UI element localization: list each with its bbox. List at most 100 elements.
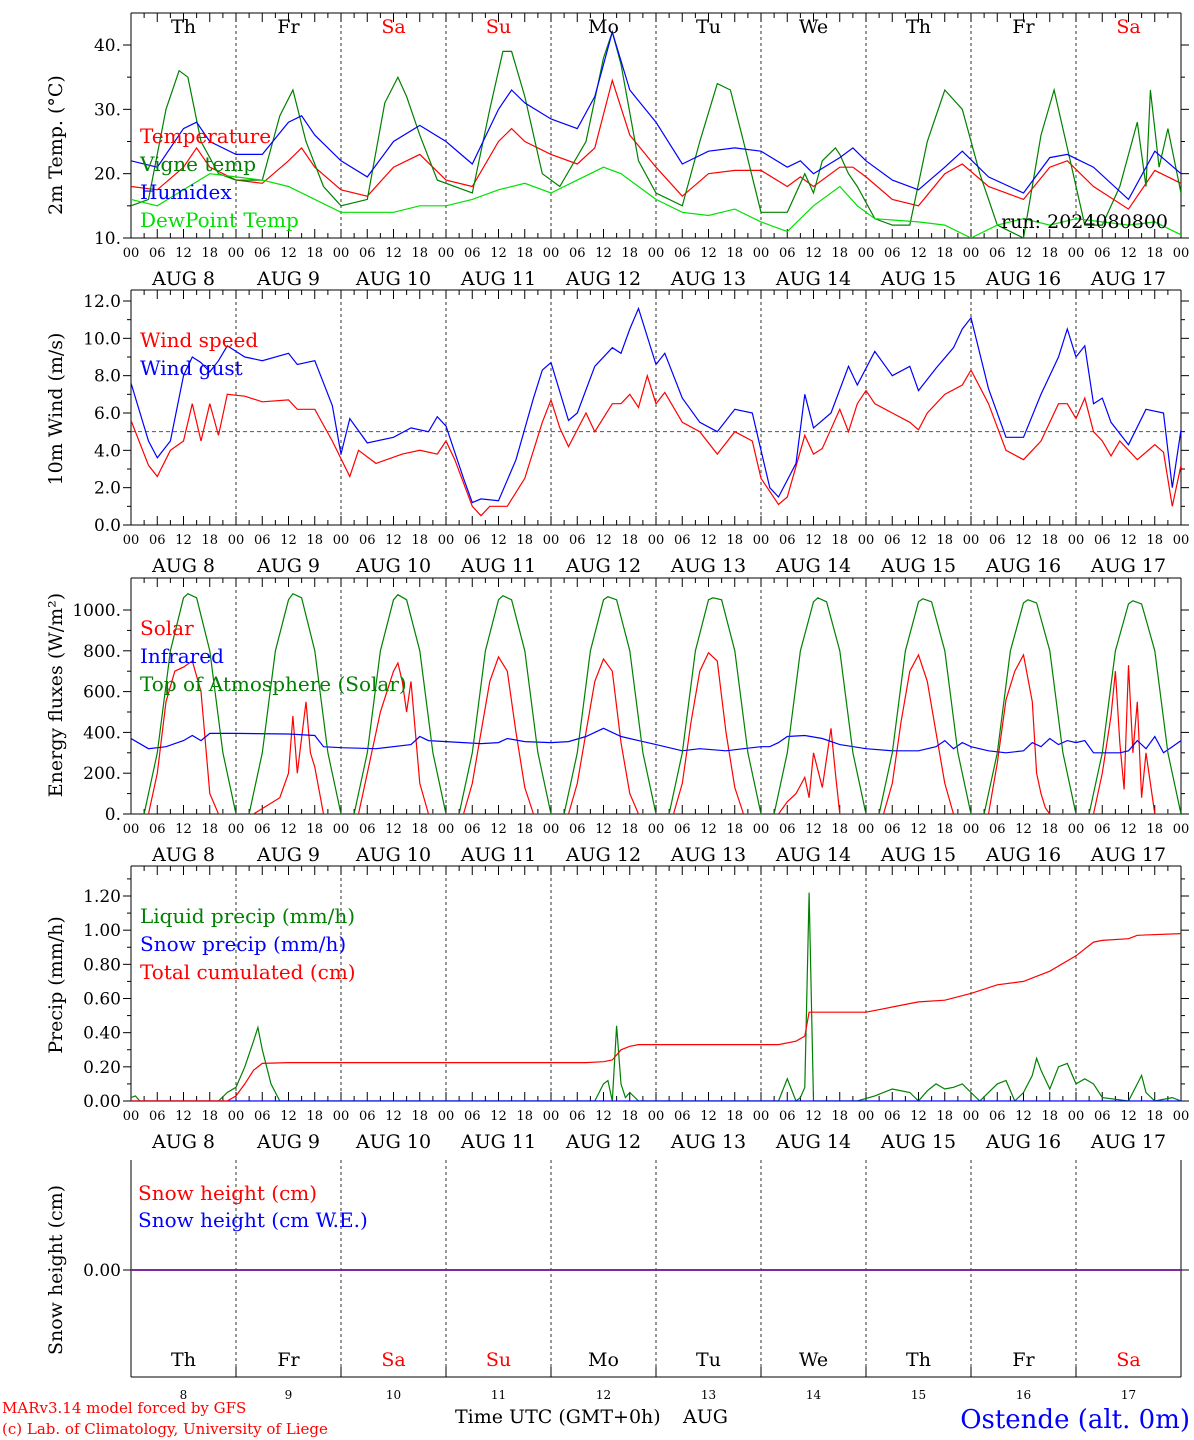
weekday-label: We xyxy=(799,1349,828,1371)
hour-tick-label: 00 xyxy=(648,1109,665,1124)
hour-tick-label: 06 xyxy=(569,1109,586,1124)
hour-tick-label: 06 xyxy=(674,822,691,837)
hour-tick-label: 00 xyxy=(858,246,875,261)
hour-tick-label: 18 xyxy=(621,533,638,548)
x-axis-month: AUG xyxy=(682,1406,728,1428)
hour-tick-label: 00 xyxy=(228,246,245,261)
hour-tick-label: 00 xyxy=(333,533,350,548)
hour-tick-label: 12 xyxy=(910,246,927,261)
hour-tick-label: 06 xyxy=(674,533,691,548)
legend-entry: Top of Atmosphere (Solar) xyxy=(140,672,407,696)
y-tick-label: 1000. xyxy=(72,601,121,621)
date-label: AUG 14 xyxy=(775,555,851,577)
y-tick-label: 8.0 xyxy=(94,367,121,387)
hour-tick-label: 12 xyxy=(700,246,717,261)
hour-tick-label: 18 xyxy=(1146,246,1163,261)
panel-1: 10. 20. 30. 40. 2m Temp. (°C) Temperature Vign… xyxy=(45,12,1189,290)
hour-tick-label: 06 xyxy=(149,1109,166,1124)
hour-tick-label: 12 xyxy=(385,1109,402,1124)
hour-tick-label: 06 xyxy=(884,246,901,261)
date-label: AUG 12 xyxy=(565,268,641,290)
panel-4: 0.00 0.20 0.40 0.60 0.80 1.00 1.20 Precip (mm/h… xyxy=(45,865,1189,1153)
hour-tick-label: 06 xyxy=(884,1109,901,1124)
date-label: AUG 8 xyxy=(151,1131,215,1153)
hour-tick-label: 18 xyxy=(201,246,218,261)
hour-tick-label: 18 xyxy=(621,822,638,837)
date-label: AUG 10 xyxy=(355,268,431,290)
date-label: AUG 16 xyxy=(985,844,1061,866)
weekday-label: Fr xyxy=(1012,1349,1035,1371)
hour-tick-label: 18 xyxy=(726,822,743,837)
hour-tick-label: 00 xyxy=(543,822,560,837)
date-label: AUG 9 xyxy=(256,1131,320,1153)
y-tick-label: 6.0 xyxy=(94,404,121,424)
hour-tick-label: 06 xyxy=(779,1109,796,1124)
date-label: AUG 17 xyxy=(1090,1131,1166,1153)
hour-tick-label: 18 xyxy=(516,822,533,837)
date-label: AUG 10 xyxy=(355,1131,431,1153)
date-label: AUG 12 xyxy=(565,555,641,577)
hour-tick-label: 00 xyxy=(753,246,770,261)
hour-tick-label: 00 xyxy=(438,246,455,261)
hour-tick-label: 12 xyxy=(1015,822,1032,837)
date-label: AUG 13 xyxy=(670,844,746,866)
hour-tick-label: 12 xyxy=(280,246,297,261)
hour-tick-label: 06 xyxy=(464,822,481,837)
y-tick-label: 0.00 xyxy=(83,1092,121,1112)
day-number-label: 16 xyxy=(1016,1388,1031,1402)
hour-tick-label: 18 xyxy=(516,1109,533,1124)
date-label: AUG 9 xyxy=(256,268,320,290)
footer-model: MARv3.14 model forced by GFS xyxy=(2,1399,246,1417)
hour-tick-label: 00 xyxy=(123,533,140,548)
hour-tick-label: 12 xyxy=(1015,246,1032,261)
hour-tick-label: 12 xyxy=(490,533,507,548)
hour-tick-label: 00 xyxy=(438,533,455,548)
hour-tick-label: 00 xyxy=(438,1109,455,1124)
y-axis-label: 10m Wind (m/s) xyxy=(45,333,67,486)
date-label: AUG 11 xyxy=(460,844,536,866)
hour-tick-label: 18 xyxy=(726,533,743,548)
hour-tick-label: 18 xyxy=(831,246,848,261)
date-label: AUG 9 xyxy=(256,844,320,866)
hour-tick-label: 06 xyxy=(989,533,1006,548)
hour-tick-label: 00 xyxy=(858,1109,875,1124)
hour-tick-label: 06 xyxy=(359,533,376,548)
hour-tick-label: 06 xyxy=(359,822,376,837)
date-label: AUG 16 xyxy=(985,555,1061,577)
hour-tick-label: 06 xyxy=(1094,246,1111,261)
run-label: run: 2024080800 xyxy=(1001,211,1168,233)
hour-tick-label: 06 xyxy=(1094,533,1111,548)
hour-tick-label: 12 xyxy=(1120,822,1137,837)
date-label: AUG 11 xyxy=(460,268,536,290)
hour-tick-label: 00 xyxy=(963,1109,980,1124)
hour-tick-label: 00 xyxy=(1068,822,1085,837)
day-number-label: 13 xyxy=(701,1388,716,1402)
hour-tick-label: 00 xyxy=(1068,533,1085,548)
hour-tick-label: 12 xyxy=(1120,533,1137,548)
hour-tick-label: 06 xyxy=(674,1109,691,1124)
hour-tick-label: 18 xyxy=(831,1109,848,1124)
day-number-label: 15 xyxy=(911,1388,926,1402)
hour-tick-label: 06 xyxy=(149,533,166,548)
hour-tick-label: 12 xyxy=(1015,533,1032,548)
hour-tick-label: 18 xyxy=(411,822,428,837)
series-line-humidex xyxy=(131,29,1181,201)
date-label: AUG 13 xyxy=(670,268,746,290)
weekday-label: Fr xyxy=(277,16,300,38)
y-tick-label: 600. xyxy=(83,683,121,703)
hour-tick-label: 18 xyxy=(306,1109,323,1124)
day-number-label: 11 xyxy=(491,1388,506,1402)
panel-2: 0.0 2.0 4.0 6.0 8.0 10.0 12.0 10m Wind (m/s) Win… xyxy=(45,289,1189,577)
y-tick-label: 30. xyxy=(94,100,121,120)
day-number-label: 9 xyxy=(285,1388,293,1402)
series-line-temperature xyxy=(131,78,1181,210)
hour-tick-label: 18 xyxy=(306,246,323,261)
hour-tick-label: 00 xyxy=(963,533,980,548)
date-label: AUG 8 xyxy=(151,844,215,866)
day-number-label: 10 xyxy=(386,1388,401,1402)
hour-tick-label: 18 xyxy=(306,533,323,548)
series-line-infrared xyxy=(131,727,1181,754)
day-number-label: 17 xyxy=(1121,1388,1136,1402)
legend-entry: Total cumulated (cm) xyxy=(140,960,356,984)
hour-tick-label: 06 xyxy=(359,1109,376,1124)
